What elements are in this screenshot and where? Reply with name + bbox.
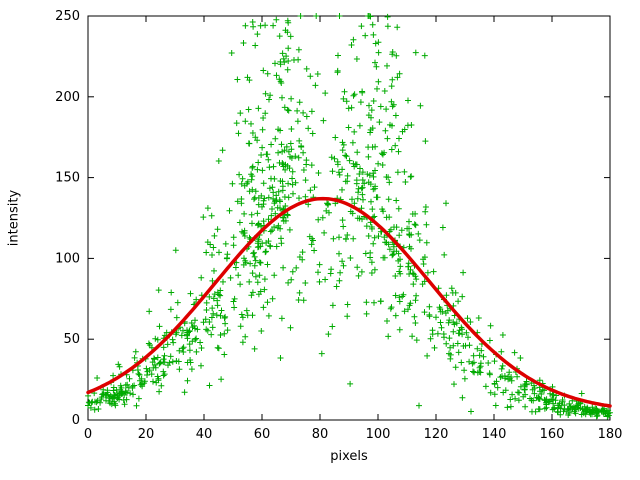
x-tick-label: 140 xyxy=(482,427,507,442)
x-tick-label: 120 xyxy=(424,427,449,442)
x-axis-label: pixels xyxy=(330,449,368,464)
y-tick-label: 150 xyxy=(55,171,80,186)
y-tick-label: 0 xyxy=(72,413,80,428)
y-tick-label: 100 xyxy=(55,251,80,266)
y-axis-label: intensity xyxy=(6,189,22,247)
x-tick-label: 160 xyxy=(540,427,565,442)
x-tick-label: 180 xyxy=(598,427,623,442)
x-tick-label: 40 xyxy=(196,427,213,442)
y-tick-label: 200 xyxy=(55,90,80,105)
x-tick-label: 20 xyxy=(138,427,155,442)
x-tick-label: 80 xyxy=(312,427,329,442)
x-tick-label: 0 xyxy=(84,427,92,442)
fit-curve xyxy=(86,196,612,408)
y-tick-label: 250 xyxy=(55,9,80,24)
x-tick-label: 100 xyxy=(366,427,391,442)
y-tick-label: 50 xyxy=(63,332,80,347)
plot-border xyxy=(87,15,611,421)
x-tick-label: 60 xyxy=(254,427,271,442)
